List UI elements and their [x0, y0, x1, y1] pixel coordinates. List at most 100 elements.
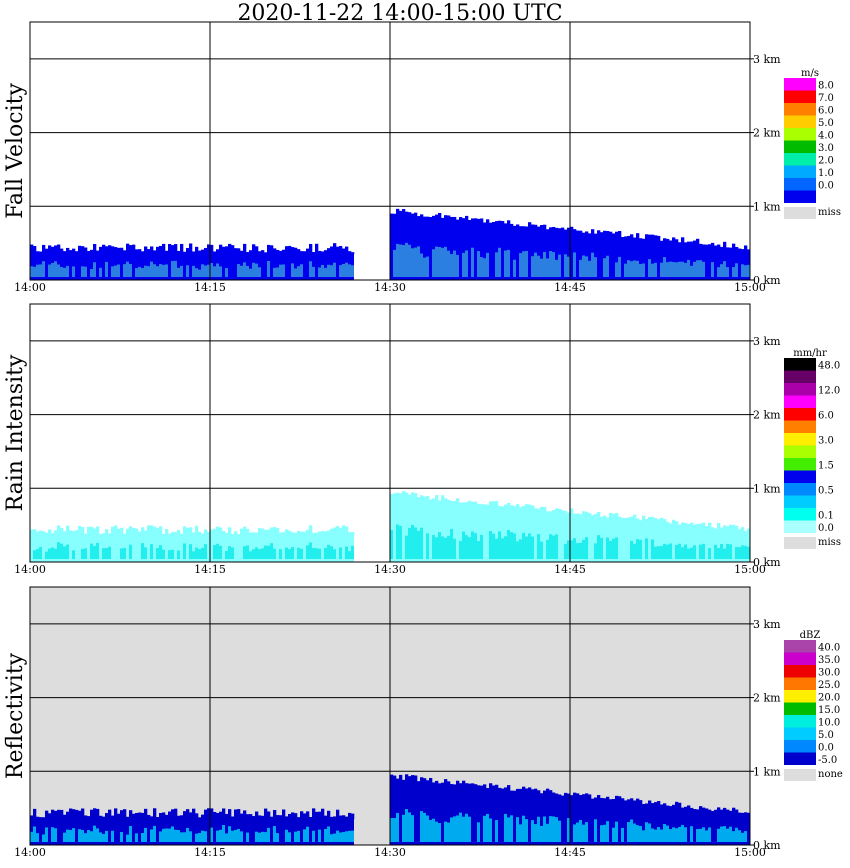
echo-core — [414, 247, 418, 277]
echo-column — [219, 244, 223, 280]
echo-column — [198, 250, 202, 280]
echo-column — [747, 249, 751, 280]
echo-core — [468, 816, 472, 842]
echo-core — [531, 256, 535, 277]
echo-core — [252, 549, 256, 559]
echo-column — [159, 526, 163, 562]
echo-column — [336, 246, 340, 280]
plot-frame — [29, 586, 751, 846]
echo-column — [711, 811, 715, 845]
echo-core — [489, 818, 493, 842]
echo-column — [315, 532, 319, 562]
echo-column — [624, 800, 628, 845]
echo-column — [69, 250, 73, 280]
echo-column — [168, 243, 172, 280]
echo-core — [663, 543, 667, 559]
echo-core — [582, 255, 586, 277]
echo-column — [468, 220, 472, 280]
echo-column — [723, 525, 727, 562]
echo-column — [318, 531, 322, 562]
echo-column — [87, 526, 91, 562]
echo-core — [165, 264, 169, 277]
echo-column — [111, 815, 115, 845]
legend-swatch — [784, 677, 816, 690]
echo-column — [678, 802, 682, 845]
echo-column — [543, 506, 547, 562]
echo-core — [168, 550, 172, 559]
echo-column — [78, 245, 82, 280]
echo-core — [351, 545, 355, 559]
echo-column — [744, 812, 748, 845]
echo-column — [312, 808, 316, 845]
echo-core — [186, 265, 190, 277]
echo-column — [78, 525, 82, 562]
echo-core — [732, 267, 736, 277]
echo-column — [534, 788, 538, 845]
echo-column — [399, 774, 403, 845]
echo-column — [180, 815, 184, 845]
echo-core — [690, 547, 694, 559]
echo-column — [264, 808, 268, 845]
echo-column — [603, 798, 607, 845]
echo-column — [117, 528, 121, 562]
echo-column — [675, 239, 679, 280]
echo-column — [237, 809, 241, 845]
echo-core — [114, 265, 118, 277]
echo-column — [315, 811, 319, 845]
echo-column — [39, 817, 43, 845]
echo-column — [705, 808, 709, 845]
legend-swatch — [784, 165, 816, 178]
echo-core — [273, 267, 277, 277]
echo-core — [258, 549, 262, 559]
echo-core — [636, 539, 640, 559]
echo-column — [291, 812, 295, 845]
echo-core — [726, 828, 730, 842]
echo-core — [297, 830, 301, 842]
echo-core — [669, 543, 673, 559]
echo-core — [522, 251, 526, 277]
x-tick-label: 14:00 — [14, 281, 46, 294]
echo-core — [129, 544, 133, 559]
echo-column — [612, 513, 616, 562]
echo-column — [282, 809, 286, 845]
echo-core — [330, 546, 334, 559]
echo-core — [276, 267, 280, 277]
echo-column — [240, 813, 244, 845]
echo-core — [39, 546, 43, 559]
echo-core — [90, 269, 94, 277]
echo-core — [705, 830, 709, 842]
legend-swatch — [784, 433, 816, 446]
x-tick-label: 15:00 — [734, 846, 766, 859]
echo-core — [459, 812, 463, 842]
echo-column — [444, 498, 448, 562]
echo-column — [195, 246, 199, 280]
echo-core — [657, 546, 661, 559]
echo-column — [36, 816, 40, 845]
echo-column — [294, 247, 298, 280]
echo-column — [660, 517, 664, 562]
echo-column — [339, 815, 343, 845]
echo-core — [300, 264, 304, 277]
echo-core — [237, 264, 241, 277]
legend-label: 8.0 — [818, 81, 834, 92]
echo-core — [51, 263, 55, 277]
echo-core — [579, 820, 583, 842]
echo-core — [660, 546, 664, 559]
echo-core — [693, 261, 697, 277]
echo-column — [30, 529, 34, 562]
echo-column — [477, 503, 481, 562]
echo-core — [648, 259, 652, 277]
echo-column — [174, 531, 178, 562]
echo-column — [156, 817, 160, 845]
echo-core — [558, 254, 562, 277]
echo-core — [195, 547, 199, 559]
echo-column — [135, 812, 139, 845]
echo-core — [396, 524, 400, 559]
echo-core — [564, 254, 568, 277]
echo-column — [684, 523, 688, 562]
legend-swatch — [784, 140, 816, 153]
legend-label: 35.0 — [818, 655, 840, 666]
echo-core — [237, 828, 241, 842]
echo-column — [636, 798, 640, 845]
